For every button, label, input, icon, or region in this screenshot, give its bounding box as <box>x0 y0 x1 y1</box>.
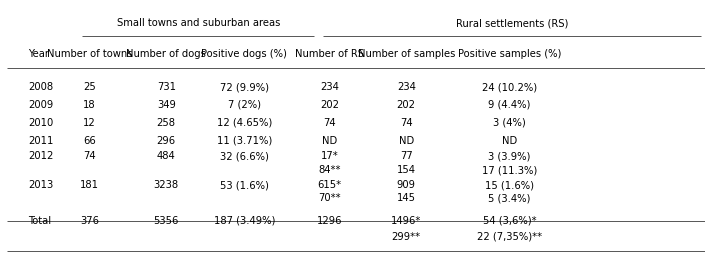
Text: 70**: 70** <box>318 193 341 203</box>
Text: 74: 74 <box>323 118 336 128</box>
Text: 3238: 3238 <box>154 181 179 191</box>
Text: ND: ND <box>322 136 337 146</box>
Text: ND: ND <box>502 136 517 146</box>
Text: 54 (3,6%)*: 54 (3,6%)* <box>483 216 536 226</box>
Text: 234: 234 <box>397 82 416 92</box>
Text: 74: 74 <box>400 118 412 128</box>
Text: 909: 909 <box>397 181 416 191</box>
Text: 2009: 2009 <box>28 100 53 110</box>
Text: 84**: 84** <box>318 165 341 175</box>
Text: 202: 202 <box>397 100 416 110</box>
Text: Positive samples (%): Positive samples (%) <box>458 49 561 59</box>
Text: 258: 258 <box>157 118 176 128</box>
Text: 24 (10.2%): 24 (10.2%) <box>482 82 537 92</box>
Text: 731: 731 <box>157 82 176 92</box>
Text: Positive dogs (%): Positive dogs (%) <box>201 49 288 59</box>
Text: 145: 145 <box>397 193 416 203</box>
Text: 5356: 5356 <box>154 216 179 226</box>
Text: 484: 484 <box>157 151 176 161</box>
Text: 17 (11.3%): 17 (11.3%) <box>482 165 537 175</box>
Text: 72 (9.9%): 72 (9.9%) <box>220 82 269 92</box>
Text: 74: 74 <box>83 151 96 161</box>
Text: Small towns and suburban areas: Small towns and suburban areas <box>117 18 280 28</box>
Text: 2010: 2010 <box>28 118 53 128</box>
Text: 299**: 299** <box>392 232 421 242</box>
Text: 349: 349 <box>157 100 176 110</box>
Text: 234: 234 <box>320 82 339 92</box>
Text: 2013: 2013 <box>28 181 53 191</box>
Text: 12: 12 <box>83 118 96 128</box>
Text: 1296: 1296 <box>317 216 342 226</box>
Text: 18: 18 <box>83 100 96 110</box>
Text: 5 (3.4%): 5 (3.4%) <box>488 193 530 203</box>
Text: Number of towns: Number of towns <box>47 49 132 59</box>
Text: 66: 66 <box>83 136 96 146</box>
Text: 9 (4.4%): 9 (4.4%) <box>488 100 530 110</box>
Text: Year: Year <box>28 49 49 59</box>
Text: 22 (7,35%)**: 22 (7,35%)** <box>477 232 542 242</box>
Text: Number of samples: Number of samples <box>357 49 455 59</box>
Text: 154: 154 <box>397 165 416 175</box>
Text: 25: 25 <box>83 82 96 92</box>
Text: 7 (2%): 7 (2%) <box>228 100 261 110</box>
Text: 181: 181 <box>80 181 99 191</box>
Text: 17*: 17* <box>320 151 338 161</box>
Text: 615*: 615* <box>318 181 342 191</box>
Text: 296: 296 <box>157 136 176 146</box>
Text: 11 (3.71%): 11 (3.71%) <box>216 136 272 146</box>
Text: 3 (4%): 3 (4%) <box>493 118 526 128</box>
Text: 202: 202 <box>320 100 339 110</box>
Text: 187 (3.49%): 187 (3.49%) <box>214 216 275 226</box>
Text: 15 (1.6%): 15 (1.6%) <box>485 181 534 191</box>
Text: 3 (3.9%): 3 (3.9%) <box>488 151 530 161</box>
Text: 32 (6.6%): 32 (6.6%) <box>220 151 269 161</box>
Text: Total: Total <box>28 216 51 226</box>
Text: Rural settlements (RS): Rural settlements (RS) <box>456 18 568 28</box>
Text: 2008: 2008 <box>28 82 53 92</box>
Text: 2012: 2012 <box>28 151 53 161</box>
Text: Number of dogs: Number of dogs <box>126 49 206 59</box>
Text: 53 (1.6%): 53 (1.6%) <box>220 181 269 191</box>
Text: 12 (4.65%): 12 (4.65%) <box>216 118 272 128</box>
Text: Number of RS: Number of RS <box>295 49 364 59</box>
Text: ND: ND <box>399 136 414 146</box>
Text: 2011: 2011 <box>28 136 53 146</box>
Text: 376: 376 <box>80 216 99 226</box>
Text: 77: 77 <box>400 151 413 161</box>
Text: 1496*: 1496* <box>391 216 422 226</box>
